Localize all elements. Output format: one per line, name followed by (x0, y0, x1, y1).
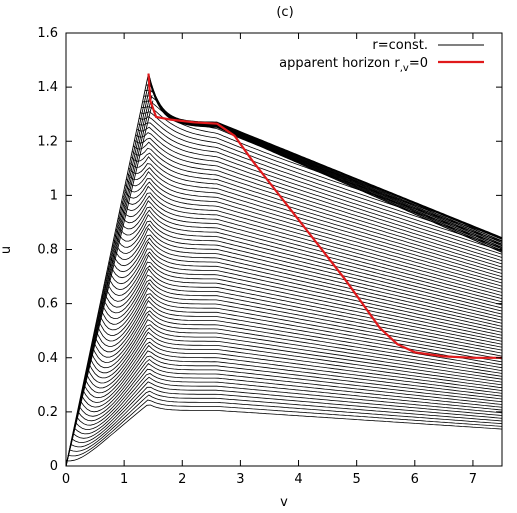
r-const-contour-line (95, 293, 503, 360)
x-tick-label: 6 (411, 472, 419, 487)
r-const-contour-line (146, 84, 503, 239)
r-const-contour-line (105, 254, 503, 336)
r-const-contour-line (113, 223, 503, 315)
x-tick-label: 5 (353, 472, 361, 487)
r-const-contour-line (88, 319, 503, 377)
r-const-contour-line (83, 341, 503, 399)
r-const-contour-line (130, 152, 503, 268)
r-const-contour-line (129, 156, 503, 271)
y-tick-label: 1.2 (37, 134, 58, 149)
r-const-contour-line (77, 362, 503, 422)
x-tick-label: 7 (469, 472, 477, 487)
r-const-contour-line (90, 313, 503, 374)
y-axis-ticks: 0 0.2 0.4 0.6 0.8 1 1.2 1.4 1.6 (37, 26, 502, 474)
r-const-contour-line (91, 310, 503, 371)
y-tick-label: 1.4 (37, 80, 58, 95)
r-const-contour-line (71, 386, 503, 444)
r-const-contour-line (116, 209, 503, 306)
r-const-contour-line (107, 248, 503, 330)
r-const-contour-line (109, 237, 503, 324)
r-const-contour-line (68, 399, 503, 457)
legend-entry-r-const: r=const. (372, 38, 428, 53)
r-const-contour-line (67, 404, 503, 462)
r-const-contour-line (101, 268, 503, 345)
r-const-contour-line (119, 200, 503, 300)
r-const-contour-line (110, 234, 503, 321)
legend-entry-horizon: apparent horizon r,v=0 (279, 56, 428, 74)
r-const-contour-line (98, 282, 503, 354)
x-axis-label: v (280, 495, 288, 510)
apparent-horizon-curve (147, 73, 502, 359)
r-const-contour-line (136, 126, 503, 252)
r-const-contour-line (115, 214, 503, 309)
r-const-contour-line (124, 178, 503, 284)
r-const-contour-line (75, 373, 503, 430)
r-const-contour-line (78, 358, 503, 417)
r-const-contour-line (104, 261, 503, 339)
r-const-contour-line (117, 206, 503, 303)
y-tick-label: 0.8 (37, 243, 58, 258)
r-const-contour-line (106, 251, 503, 333)
y-tick-label: 0.2 (37, 405, 58, 420)
r-const-contour-line (81, 344, 503, 403)
r-const-contour-line (100, 274, 503, 348)
r-const-contour-line (93, 300, 503, 366)
r-const-contour-line (73, 376, 503, 435)
r-const-contour-line (134, 137, 503, 258)
x-tick-label: 2 (178, 472, 186, 487)
y-axis-label: u (0, 246, 14, 254)
r-const-contour-line (128, 163, 503, 274)
x-tick-label: 1 (120, 472, 128, 487)
r-const-contour-line (76, 368, 503, 426)
r-const-envelope-line (147, 76, 503, 253)
r-const-contour-line (87, 324, 503, 380)
y-tick-label: 0.4 (37, 351, 58, 366)
r-const-contour-line (132, 147, 503, 265)
r-const-contour-line (137, 122, 503, 249)
r-const-contour-line (85, 331, 503, 389)
r-const-contour-line (70, 390, 503, 448)
legend-horizon-main: apparent horizon r (279, 56, 400, 71)
r-const-contour-line (97, 287, 503, 357)
r-const-contour-line (99, 279, 503, 351)
x-axis-ticks: 0 1 2 3 4 5 6 7 (62, 33, 477, 487)
x-tick-label: 0 (62, 472, 70, 487)
y-tick-label: 0 (50, 459, 58, 474)
r-const-envelope-line (147, 75, 503, 252)
r-const-envelope-line (147, 73, 503, 239)
x-tick-label: 4 (294, 472, 302, 487)
r-const-contour-line (120, 195, 503, 296)
chart-title: (c) (276, 5, 293, 20)
r-const-contours (65, 73, 503, 467)
r-const-contour-line (126, 171, 503, 281)
r-const-edge-line (65, 100, 154, 467)
r-const-contour-line (108, 241, 503, 327)
r-const-contour-line (112, 227, 503, 318)
r-const-contour-line (80, 350, 503, 408)
y-tick-label: 0.6 (37, 297, 58, 312)
r-const-contour-line (92, 306, 503, 369)
r-const-contour-line (84, 337, 503, 394)
y-tick-label: 1.6 (37, 26, 58, 41)
r-const-contour-line (94, 296, 503, 363)
r-const-contour-line (135, 132, 503, 255)
y-tick-label: 1 (50, 188, 58, 203)
legend-horizon-sub: ,v (400, 63, 409, 74)
r-const-contour-line (72, 381, 503, 439)
x-tick-label: 3 (236, 472, 244, 487)
r-const-contour-line (79, 355, 503, 413)
r-const-contour-line (121, 192, 503, 293)
legend: r=const. apparent horizon r,v=0 (279, 38, 484, 74)
r-const-contour-line (114, 220, 503, 312)
r-const-contour-line (86, 327, 503, 384)
r-const-contour-line (123, 181, 503, 287)
legend-horizon-tail: =0 (409, 56, 428, 71)
r-const-contour-line (69, 394, 503, 452)
r-const-contour-line (102, 265, 503, 342)
r-const-contour-line (133, 141, 503, 262)
r-const-contour-line (127, 167, 503, 278)
